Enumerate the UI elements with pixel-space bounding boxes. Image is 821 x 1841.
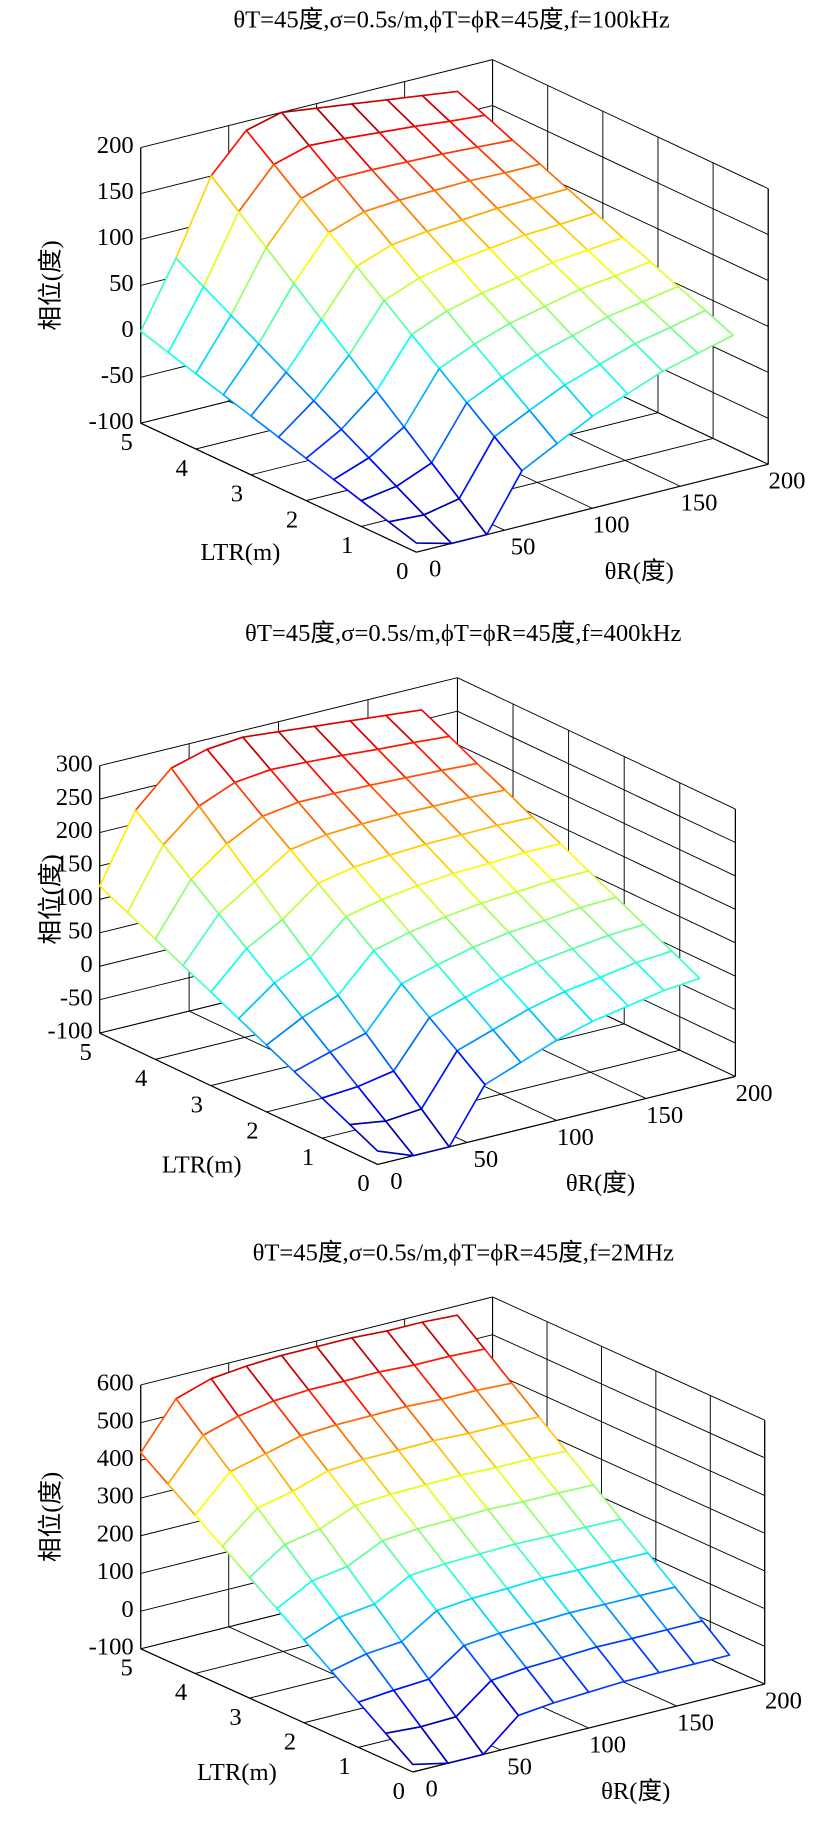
- axis-line: [99, 1032, 378, 1165]
- axis-line: [140, 1648, 414, 1773]
- y-axis-label: LTR(m): [197, 1759, 277, 1786]
- z-tick-label: -100: [89, 408, 134, 435]
- z-grid-line: [492, 59, 769, 190]
- x-tick-label: 200: [736, 1080, 773, 1107]
- x-tick-label: 150: [677, 1709, 714, 1736]
- y-tick-label: 2: [284, 1729, 296, 1756]
- y-tick-label: 1: [338, 1753, 350, 1780]
- x-tick-label: 200: [765, 1687, 802, 1714]
- surface-cell: [384, 1725, 449, 1766]
- z-grid-line: [457, 744, 736, 877]
- z-tick-label: 100: [97, 224, 134, 251]
- z-tick-label: 400: [97, 1445, 134, 1472]
- z-axis-label: 相位(度): [36, 240, 64, 330]
- z-grid-line: [492, 1334, 765, 1459]
- z-tick-label: 200: [97, 1520, 134, 1547]
- chart-title: θT=45度,σ=0.5s/m,ϕT=ϕR=45度,f=100kHz: [233, 6, 670, 34]
- z-tick-label: 0: [80, 951, 92, 978]
- y-tick-label: 4: [135, 1065, 147, 1092]
- y-tick-label: 2: [286, 506, 298, 533]
- x-tick-label: 0: [429, 556, 441, 583]
- y-tick-label: 5: [121, 1655, 133, 1682]
- x-tick-label: 100: [593, 512, 630, 539]
- z-tick-label: 150: [97, 178, 134, 205]
- x-tick-label: 150: [681, 490, 718, 517]
- y-tick-label: 5: [121, 429, 133, 456]
- z-tick-label: 50: [109, 270, 134, 297]
- surface-chart: θT=45度,σ=0.5s/m,ϕT=ϕR=45度,f=2MHz-1000100…: [36, 1238, 802, 1804]
- z-grid-line: [457, 677, 736, 810]
- z-tick-label: 600: [97, 1370, 134, 1397]
- z-tick-label: -100: [89, 1634, 134, 1661]
- z-tick-label: 100: [97, 1558, 134, 1585]
- z-tick-label: -50: [101, 362, 134, 389]
- z-grid-line: [457, 710, 736, 843]
- z-tick-label: 0: [121, 316, 133, 343]
- x-tick-label: 50: [474, 1146, 499, 1173]
- z-grid-line: [492, 1371, 765, 1496]
- y-tick-label: 1: [341, 532, 353, 559]
- axis-line: [140, 422, 417, 553]
- z-tick-label: 200: [97, 132, 134, 159]
- y-tick-label: 4: [176, 455, 188, 482]
- z-axis-label: 相位(度): [36, 1472, 64, 1562]
- x-tick-label: 100: [557, 1124, 594, 1151]
- surface-cell: [349, 1120, 415, 1157]
- z-tick-label: 200: [56, 817, 93, 844]
- y-tick-label: 3: [191, 1091, 203, 1118]
- y-axis-label: LTR(m): [162, 1151, 242, 1178]
- y-tick-label: 0: [396, 558, 408, 585]
- z-tick-label: -100: [48, 1018, 93, 1045]
- y-tick-label: 2: [246, 1118, 258, 1145]
- z-tick-label: 50: [68, 917, 93, 944]
- z-tick-label: 150: [56, 851, 93, 878]
- z-grid-line: [492, 1296, 765, 1421]
- z-tick-label: 300: [97, 1483, 134, 1510]
- z-tick-label: -50: [60, 984, 93, 1011]
- z-grid-line: [492, 105, 769, 235]
- x-axis-label: θR(度): [601, 1777, 670, 1805]
- y-tick-label: 0: [357, 1170, 369, 1197]
- z-axis-label: 相位(度): [36, 854, 64, 944]
- z-tick-label: 100: [56, 884, 93, 911]
- z-tick-label: 300: [56, 750, 93, 777]
- y-tick-label: 0: [393, 1778, 405, 1805]
- x-tick-label: 50: [511, 534, 536, 561]
- x-tick-label: 150: [646, 1102, 683, 1129]
- z-tick-label: 0: [121, 1596, 133, 1623]
- chart-title: θT=45度,σ=0.5s/m,ϕT=ϕR=45度,f=400kHz: [245, 619, 682, 647]
- y-tick-label: 3: [231, 481, 243, 508]
- z-tick-label: 250: [56, 784, 93, 811]
- x-tick-label: 0: [390, 1168, 402, 1195]
- x-axis-label: θR(度): [566, 1169, 635, 1197]
- surface-chart: θT=45度,σ=0.5s/m,ϕT=ϕR=45度,f=100kHz -100 -5…: [36, 6, 805, 585]
- surface-chart: θT=45度,σ=0.5s/m,ϕT=ϕR=45度,f=400kHz -100 -5…: [36, 619, 772, 1197]
- z-tick-label: 500: [97, 1407, 134, 1434]
- y-tick-label: 5: [79, 1039, 91, 1066]
- y-tick-label: 4: [175, 1679, 187, 1706]
- x-tick-label: 100: [589, 1731, 626, 1758]
- chart-title: θT=45度,σ=0.5s/m,ϕT=ϕR=45度,f=2MHz: [253, 1238, 674, 1266]
- x-tick-label: 200: [769, 468, 806, 495]
- surface-cell: [387, 514, 453, 545]
- x-tick-label: 0: [425, 1775, 437, 1802]
- y-tick-label: 1: [302, 1144, 314, 1171]
- x-axis-label: θR(度): [605, 557, 674, 585]
- y-tick-label: 3: [229, 1704, 241, 1731]
- x-tick-label: 50: [507, 1753, 532, 1780]
- y-axis-label: LTR(m): [201, 539, 281, 566]
